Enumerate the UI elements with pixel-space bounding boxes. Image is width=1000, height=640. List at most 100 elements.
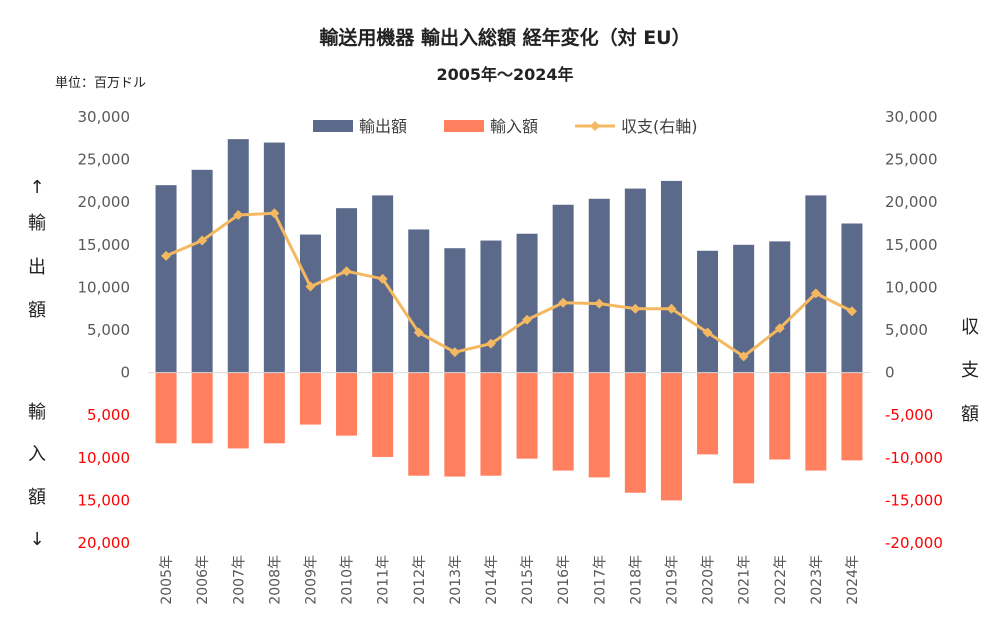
right-axis-label-balance: 収 [961,317,979,338]
balance-point [846,306,857,317]
x-tick-label: 2009年 [303,555,319,605]
x-tick-label: 2012年 [412,555,428,605]
export-bar [624,188,646,373]
import-bar [480,372,502,476]
left-tick-label: 0 [120,364,130,382]
left-axis-label-export: 輸 [28,213,46,234]
import-bar [660,372,682,501]
export-bar [805,195,827,373]
left-tick-label: 20,000 [78,193,131,211]
right-axis-ticks: 30,000 25,000 20,000 15,000 10,000 5,000 0 -5,0… [885,108,943,552]
balance-point [449,347,460,358]
chart-title: 輸送用機器 輸出入総額 経年変化（対 EU） [319,26,690,49]
left-axis-label-export: 出 [28,257,46,278]
x-tick-label: 2014年 [484,555,500,605]
left-axis-ticks: 30,000 25,000 20,000 15,000 10,000 5,000 0 5,00… [78,108,131,552]
import-bar [444,372,466,477]
balance-line [165,211,853,358]
x-tick-label: 2019年 [664,555,680,605]
x-tick-label: 2018年 [628,555,644,605]
x-tick-label: 2016年 [556,555,572,605]
x-tick-label: 2017年 [592,555,608,605]
balance-point [522,314,533,325]
right-tick-label: -10,000 [885,449,943,467]
balance-point [197,235,208,246]
import-bar [227,372,249,449]
right-axis-label-balance: 額 [961,404,979,425]
import-bar [841,372,863,461]
export-bar [155,185,177,373]
export-bar [227,139,249,373]
x-tick-label: 2010年 [340,555,356,605]
export-bar [660,180,682,373]
chart-subtitle: 2005年～2024年 [436,65,573,84]
balance-point [377,273,388,284]
left-tick-label: 30,000 [78,108,131,126]
export-bar [444,248,466,373]
left-tick-label: 25,000 [78,151,131,169]
export-bar [263,142,285,373]
bars [155,139,863,501]
balance-point [630,303,641,314]
import-bar [191,372,213,444]
left-axis-label-import: 額 [28,487,46,508]
left-tick-label: 5,000 [87,321,130,339]
balance-point [774,323,785,334]
x-tick-label: 2022年 [773,555,789,605]
x-tick-label: 2007年 [231,555,247,605]
balance-point [594,298,605,309]
balance-point [305,281,316,292]
legend-swatch-import [444,120,484,132]
unit-label: 単位：百万ドル [55,75,146,91]
balance-point [413,327,424,338]
import-bar [263,372,285,444]
x-tick-label: 2023年 [809,555,825,605]
import-bar [372,372,394,457]
balance-point [233,209,244,220]
legend-swatch-export [313,120,353,132]
import-bar [299,372,321,425]
export-bar [733,244,755,373]
balance-point [485,338,496,349]
left-axis-label-import: 入 [28,444,46,465]
left-axis-label-import: ↓ [29,529,44,550]
left-axis-label-export: 額 [28,300,46,321]
import-bar [733,372,755,484]
import-bar [552,372,574,471]
import-bar [805,372,827,471]
x-tick-label: 2021年 [737,555,753,605]
legend: 輸出額 輸入額 収支(右軸) [313,117,698,136]
left-tick-label: 15,000 [78,236,131,254]
legend-swatch-balance-marker [590,121,600,131]
left-tick-label: 10,000 [78,449,131,467]
export-bar [191,169,213,373]
balance-point [161,250,172,261]
balance-point [702,327,713,338]
right-tick-label: 10,000 [885,278,938,296]
balance-point [810,288,821,299]
left-tick-label: 5,000 [87,406,130,424]
x-tick-label: 2008年 [267,555,283,605]
right-tick-label: 5,000 [885,321,928,339]
right-tick-label: 0 [885,364,895,382]
x-tick-label: 2020年 [701,555,717,605]
right-axis-label-balance: 支 [961,360,979,381]
export-bar [299,234,321,373]
x-tick-label: 2015年 [520,555,536,605]
export-bar [769,241,791,373]
left-tick-label: 15,000 [78,491,131,509]
right-tick-label: 30,000 [885,108,938,126]
balance-line-series [161,208,857,362]
x-tick-label: 2006年 [195,555,211,605]
import-bar [408,372,430,476]
balance-point [341,266,352,277]
import-bar [769,372,791,460]
right-tick-label: -5,000 [885,406,933,424]
x-axis-ticks: 2005年 2006年 2007年 2008年 2009年 2010年 2011年 2012年… [159,555,861,605]
import-bar [155,372,177,444]
left-axis-label-export: ↑ [29,177,44,198]
balance-point [558,297,569,308]
balance-point [269,208,280,219]
